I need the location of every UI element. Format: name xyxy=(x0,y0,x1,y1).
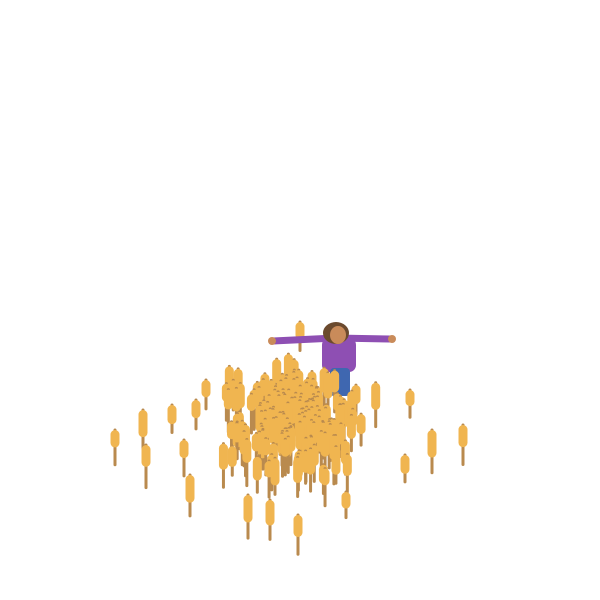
wheat-head xyxy=(246,394,256,411)
wheat-stalk-icon xyxy=(371,381,381,429)
wheat-stalk-icon xyxy=(243,493,253,540)
wheat-stalk-icon xyxy=(179,438,189,478)
wheat-head xyxy=(232,423,242,443)
wheat-stalk-icon xyxy=(320,431,330,472)
wheat-stalk-icon xyxy=(191,398,201,431)
wheat-stalk-icon xyxy=(320,467,330,508)
wheat-head xyxy=(191,400,201,419)
wheat-stalk-icon xyxy=(185,473,195,518)
wheat-stalk-icon xyxy=(264,459,274,499)
wheat-stalk-icon xyxy=(141,443,151,490)
wheat-head xyxy=(138,410,148,438)
wheat-stalk-icon xyxy=(110,428,120,467)
wheat-head xyxy=(243,495,253,523)
wheat-stalk-icon xyxy=(167,403,177,434)
wheat-stalk-icon xyxy=(201,378,211,411)
wheat-stalk-icon xyxy=(400,453,410,484)
wheat-head xyxy=(427,430,437,458)
wheat-head xyxy=(331,446,341,475)
wheat-head xyxy=(371,382,381,410)
wheat-stalk-icon xyxy=(342,453,352,494)
wheat-stalk-icon xyxy=(293,455,303,498)
wheat-stalk-icon xyxy=(265,498,275,541)
wheat-stalk-icon xyxy=(458,423,468,467)
wheat-stalk-icon xyxy=(301,449,311,485)
wheat-head xyxy=(320,432,330,457)
wheat-stalk-icon xyxy=(346,413,356,453)
wheat-head xyxy=(301,451,311,473)
wheat-head xyxy=(400,455,410,474)
wheat-head xyxy=(223,389,233,410)
wheat-head xyxy=(141,445,151,467)
wheat-head xyxy=(242,439,252,463)
wheat-head xyxy=(323,372,333,399)
wheat-head xyxy=(293,457,303,483)
wheat-stalk-icon xyxy=(405,388,415,419)
wheat-stalk-icon xyxy=(227,444,237,477)
wheat-stalk-icon xyxy=(246,392,256,435)
wheat-head xyxy=(341,492,351,509)
wheat-head xyxy=(280,439,290,457)
wheat-head xyxy=(179,440,189,459)
wheat-head xyxy=(269,418,279,444)
wheat-head xyxy=(167,405,177,425)
character-left-hand xyxy=(268,337,276,345)
character-right-hand xyxy=(388,335,396,343)
wheat-stalk-icon xyxy=(331,445,341,485)
wheat-head xyxy=(295,322,305,340)
wheat-head xyxy=(458,425,468,448)
wheat-head xyxy=(293,515,303,537)
wheat-stalk-icon xyxy=(280,437,290,477)
wheat-stalk-icon xyxy=(232,421,242,461)
wheat-head xyxy=(356,414,366,435)
wheat-stalk-icon xyxy=(356,412,366,447)
wheat-head xyxy=(110,430,120,448)
wheat-stalk-icon xyxy=(293,513,303,556)
character-face xyxy=(330,326,346,344)
wheat-head xyxy=(261,438,271,456)
wheat-head xyxy=(264,461,274,478)
wheat-head xyxy=(346,415,356,439)
wheat-head xyxy=(185,475,195,503)
wheat-stalk-icon xyxy=(138,408,148,453)
wheat-field-front xyxy=(110,352,468,556)
wheat-stalk-icon xyxy=(427,428,437,475)
wheat-head xyxy=(201,380,211,398)
character-torso xyxy=(322,338,356,372)
wheat-stalk-icon xyxy=(252,455,262,494)
wheat-head xyxy=(405,390,415,407)
wheat-head xyxy=(252,456,262,481)
character-left-arm xyxy=(269,334,339,345)
wheat-stalk-icon xyxy=(242,437,252,488)
wheat-head xyxy=(227,446,237,467)
wheat-stalk-icon xyxy=(218,442,228,489)
wheat-head xyxy=(265,500,275,526)
wheat-head xyxy=(251,433,261,452)
wheat-head xyxy=(218,443,228,470)
wheat-head xyxy=(320,468,330,486)
wheat-stalk-icon xyxy=(341,490,351,520)
wheat-head xyxy=(342,454,352,476)
wheat-head xyxy=(231,388,241,412)
